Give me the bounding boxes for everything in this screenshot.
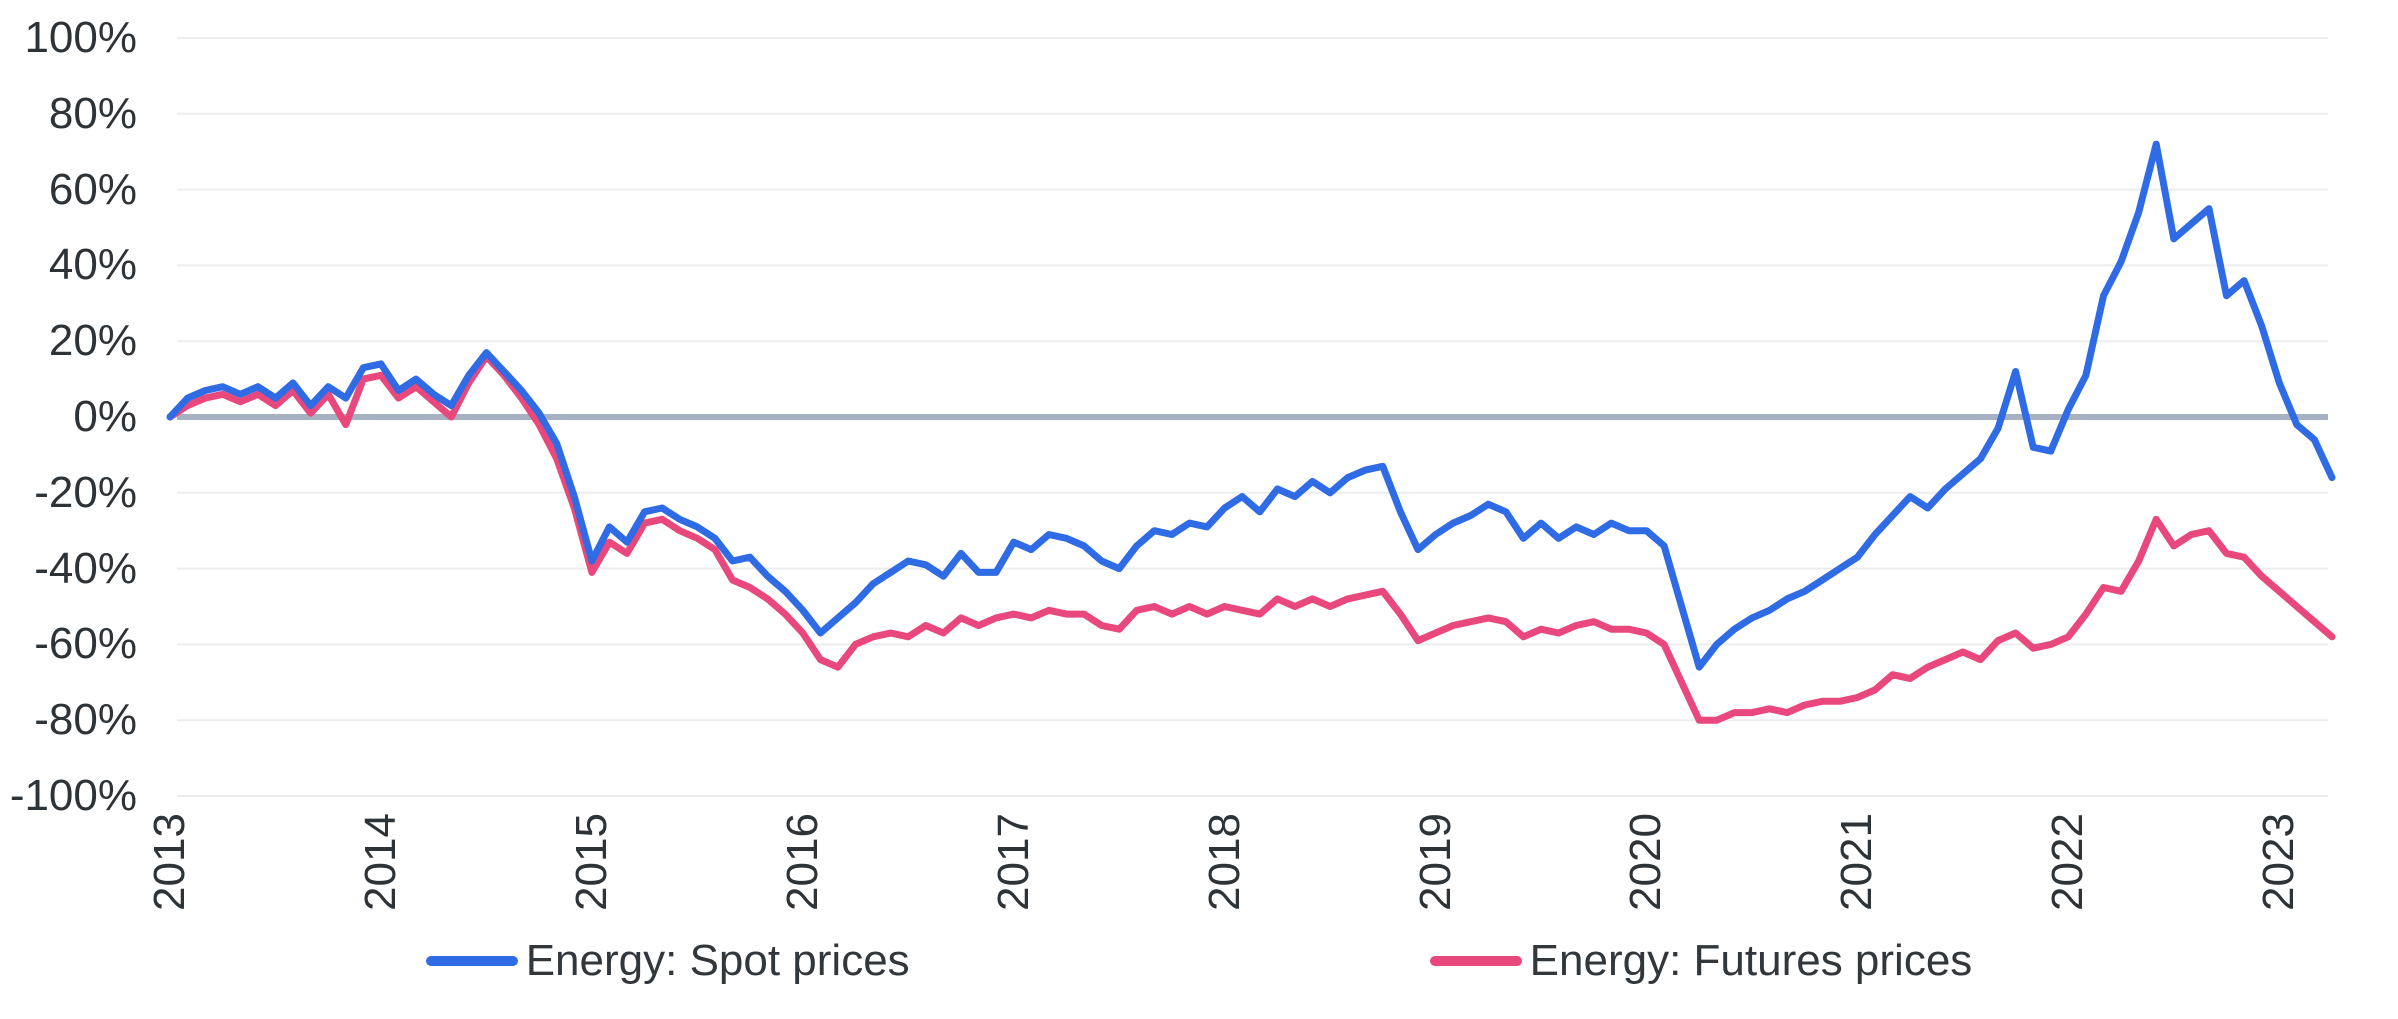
x-tick-label: 2019	[1410, 813, 1460, 911]
legend-label: Energy: Spot prices	[525, 936, 910, 985]
spot-series-swatch-icon	[425, 956, 518, 966]
y-tick-label: 80%	[48, 88, 137, 138]
y-tick-label: 0%	[73, 391, 137, 441]
y-tick-label: 20%	[48, 315, 137, 365]
legend-label: Energy: Futures prices	[1529, 936, 1973, 985]
x-tick-label: 2020	[1621, 813, 1671, 911]
y-tick-label: 60%	[48, 164, 137, 214]
x-tick-label: 2014	[355, 813, 405, 911]
x-tick-label: 2023	[2254, 813, 2304, 911]
x-tick-label: 2013	[145, 813, 194, 911]
y-tick-label: 100%	[24, 12, 137, 62]
chart-legend: Energy: Spot prices Energy: Futures pric…	[0, 936, 2398, 986]
x-tick-label: 2016	[777, 813, 827, 911]
x-tick-label: 2018	[1199, 813, 1249, 911]
x-tick-label: 2017	[988, 813, 1038, 911]
legend-item-spot-prices[interactable]: Energy: Spot prices	[425, 936, 910, 986]
legend-item-futures-prices[interactable]: Energy: Futures prices	[1429, 936, 1973, 986]
y-tick-label: -100%	[9, 770, 137, 820]
x-tick-label: 2015	[566, 813, 616, 911]
series-line-futures	[166, 352, 2336, 724]
y-tick-label: -20%	[34, 467, 137, 517]
y-tick-label: -60%	[34, 619, 137, 669]
series-line-spot	[166, 140, 2336, 671]
y-tick-label: -80%	[34, 694, 137, 744]
y-tick-label: 40%	[48, 240, 137, 290]
futures-series-swatch-icon	[1429, 956, 1522, 966]
x-tick-label: 2022	[2043, 813, 2093, 911]
x-tick-label: 2021	[1832, 813, 1882, 911]
y-tick-label: -40%	[34, 543, 137, 593]
